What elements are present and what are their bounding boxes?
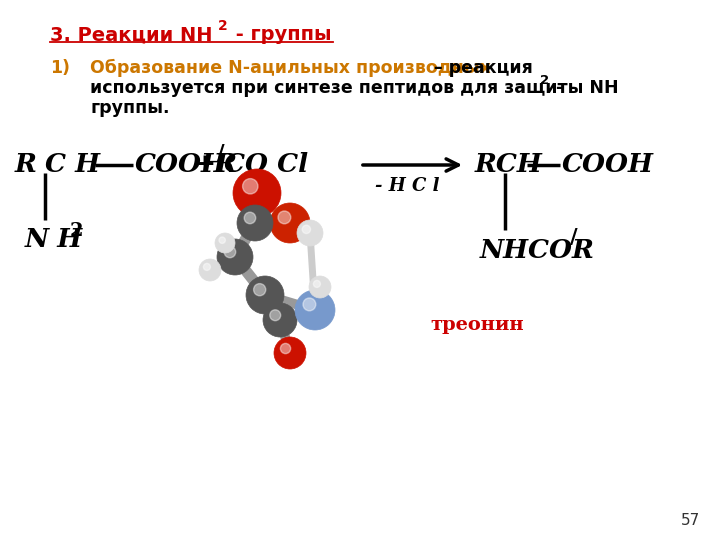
Circle shape: [274, 337, 306, 369]
Circle shape: [302, 225, 310, 233]
Circle shape: [217, 239, 253, 275]
Circle shape: [233, 169, 281, 217]
Text: треонин: треонин: [430, 316, 523, 334]
Text: 2: 2: [218, 19, 228, 33]
Circle shape: [263, 303, 297, 337]
Text: 1): 1): [50, 59, 70, 77]
Text: - группы: - группы: [229, 25, 332, 44]
Text: R C H: R C H: [15, 152, 101, 178]
Text: COOH: COOH: [562, 152, 654, 178]
Text: +R: +R: [193, 152, 237, 178]
Circle shape: [215, 233, 235, 253]
Circle shape: [295, 290, 335, 330]
Text: Образование N-ацильных производных: Образование N-ацильных производных: [90, 59, 491, 77]
Text: 2: 2: [540, 74, 549, 87]
Circle shape: [297, 220, 323, 246]
Text: N H: N H: [25, 227, 83, 252]
Text: 57: 57: [680, 513, 700, 528]
Text: группы.: группы.: [90, 99, 169, 117]
Circle shape: [246, 276, 284, 314]
Text: 3. Реакции NH: 3. Реакции NH: [50, 25, 212, 44]
Text: COOH: COOH: [135, 152, 227, 178]
Circle shape: [309, 276, 331, 298]
Circle shape: [303, 298, 316, 311]
Circle shape: [270, 310, 281, 321]
Text: /: /: [570, 227, 577, 247]
Circle shape: [243, 179, 258, 194]
Text: /: /: [217, 143, 225, 163]
Text: NHCOR: NHCOR: [480, 238, 595, 263]
Text: –: –: [550, 79, 564, 97]
Circle shape: [219, 237, 225, 244]
Text: 2: 2: [70, 222, 84, 240]
Circle shape: [199, 259, 221, 281]
Circle shape: [244, 212, 256, 224]
Text: CO Cl: CO Cl: [224, 152, 308, 178]
Circle shape: [278, 211, 291, 224]
Text: используется при синтезе пептидов для защиты NH: используется при синтезе пептидов для за…: [90, 79, 618, 97]
Text: RCH: RCH: [475, 152, 543, 178]
Text: – реакция: – реакция: [428, 59, 533, 77]
Circle shape: [224, 246, 235, 258]
Circle shape: [237, 205, 273, 241]
Circle shape: [270, 203, 310, 243]
Circle shape: [280, 343, 291, 354]
Text: - H C l: - H C l: [375, 177, 440, 195]
Circle shape: [253, 284, 266, 296]
Circle shape: [313, 280, 320, 287]
Circle shape: [203, 264, 210, 271]
